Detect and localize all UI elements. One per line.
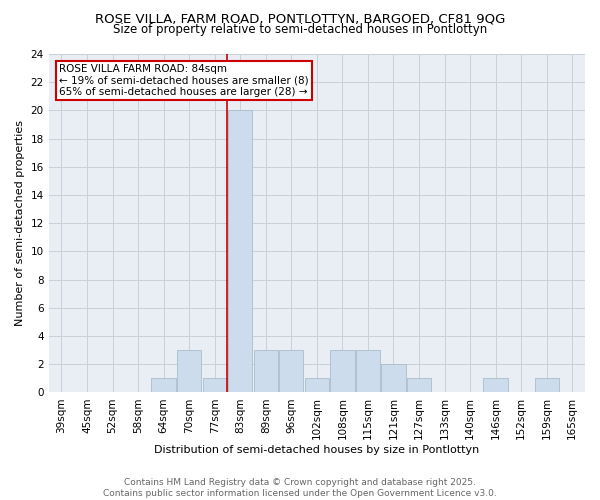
Bar (356, 350, 380, 393)
Bar (203, 378, 227, 392)
Bar (535, 378, 559, 392)
Bar (151, 378, 176, 392)
Text: Size of property relative to semi-detached houses in Pontlottyn: Size of property relative to semi-detach… (113, 22, 487, 36)
Bar (279, 350, 304, 393)
Bar (305, 378, 329, 392)
Bar (484, 378, 508, 392)
X-axis label: Distribution of semi-detached houses by size in Pontlottyn: Distribution of semi-detached houses by … (154, 445, 479, 455)
Text: ROSE VILLA, FARM ROAD, PONTLOTTYN, BARGOED, CF81 9QG: ROSE VILLA, FARM ROAD, PONTLOTTYN, BARGO… (95, 12, 505, 26)
Bar (407, 378, 431, 392)
Y-axis label: Number of semi-detached properties: Number of semi-detached properties (15, 120, 25, 326)
Bar (330, 350, 355, 393)
Bar (254, 350, 278, 393)
Bar (228, 110, 253, 392)
Bar (382, 364, 406, 392)
Text: Contains HM Land Registry data © Crown copyright and database right 2025.
Contai: Contains HM Land Registry data © Crown c… (103, 478, 497, 498)
Text: ROSE VILLA FARM ROAD: 84sqm
← 19% of semi-detached houses are smaller (8)
65% of: ROSE VILLA FARM ROAD: 84sqm ← 19% of sem… (59, 64, 309, 98)
Bar (177, 350, 201, 393)
